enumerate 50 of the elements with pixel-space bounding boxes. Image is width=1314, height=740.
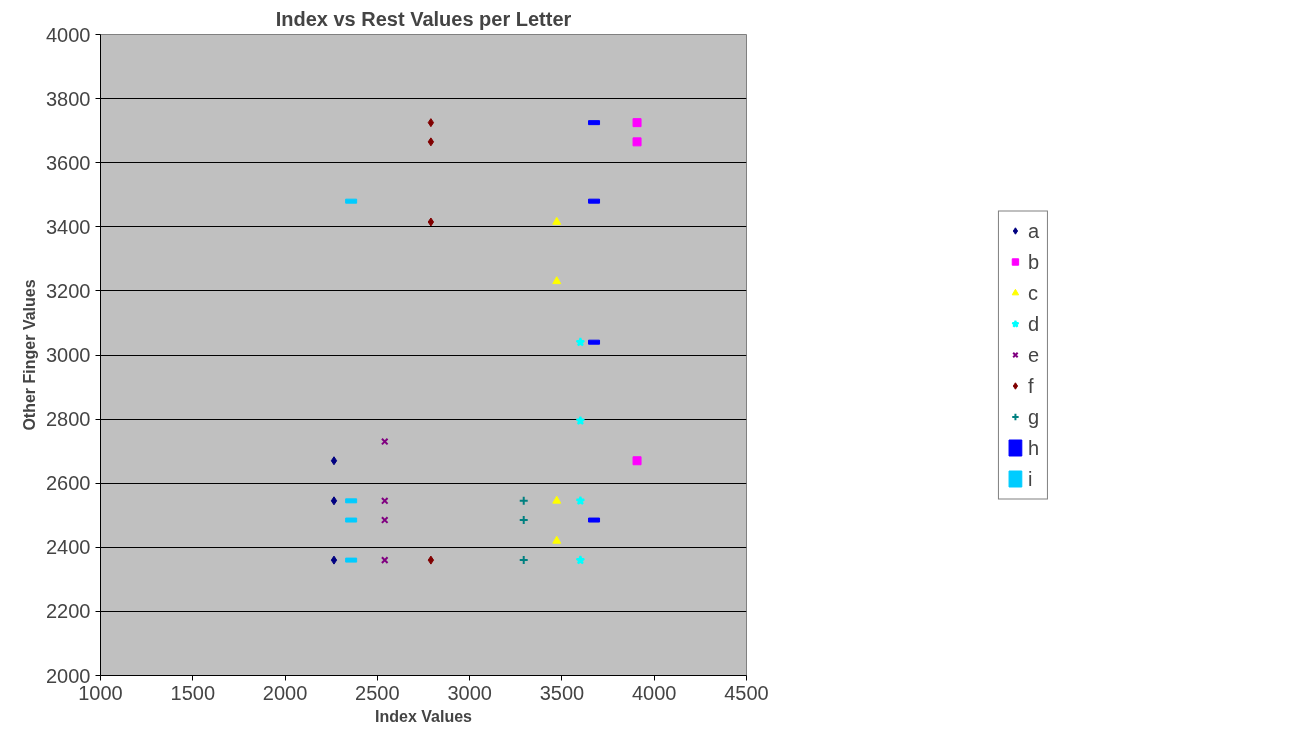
x-tick-label: 4500 xyxy=(724,681,769,704)
x-axis-title: Index Values xyxy=(375,707,473,725)
legend-label: g xyxy=(1027,405,1040,428)
legend-label: f xyxy=(1027,374,1035,397)
legend-label: d xyxy=(1027,312,1040,335)
y-tick-label: 3600 xyxy=(46,151,91,174)
y-tick-label: 3200 xyxy=(46,279,91,302)
point xyxy=(552,535,562,544)
chart-title: Index vs Rest Values per Letter xyxy=(275,7,572,30)
legend-label: i xyxy=(1027,467,1034,490)
point xyxy=(552,276,562,285)
y-tick-label: 2400 xyxy=(46,536,91,559)
point xyxy=(575,555,586,565)
x-tick-label: 2000 xyxy=(262,681,308,704)
point xyxy=(330,456,338,466)
legend-label: e xyxy=(1027,343,1040,366)
point xyxy=(632,456,642,466)
point xyxy=(552,216,562,225)
legend-label: a xyxy=(1027,219,1040,242)
y-axis-title: Other Finger Values xyxy=(21,279,39,431)
y-tick-label: 2200 xyxy=(46,600,91,623)
y-tick-label: 3000 xyxy=(46,344,91,366)
point xyxy=(552,495,562,504)
y-tick-label: 3800 xyxy=(46,87,91,110)
point xyxy=(427,137,435,147)
x-tick-label: 2500 xyxy=(355,681,400,704)
legend-label: h xyxy=(1027,436,1040,459)
point xyxy=(575,415,586,425)
x-tick-label: 4000 xyxy=(631,681,677,704)
point xyxy=(575,337,586,347)
point xyxy=(427,118,435,128)
y-tick-label: 4000 xyxy=(46,23,91,46)
point xyxy=(427,217,435,227)
point xyxy=(380,437,389,446)
point xyxy=(380,556,389,564)
y-tick-label: 3400 xyxy=(46,215,91,238)
x-tick-label: 3000 xyxy=(447,681,492,704)
point xyxy=(575,495,586,506)
legend-label: c xyxy=(1027,281,1038,304)
y-tick-label: 2800 xyxy=(46,408,91,431)
point xyxy=(632,118,642,128)
point xyxy=(330,555,338,565)
x-tick-label: 3500 xyxy=(539,681,585,704)
point xyxy=(632,137,642,147)
point xyxy=(427,555,435,565)
point xyxy=(330,496,338,506)
y-tick-label: 2000 xyxy=(46,664,91,687)
x-tick-label: 1500 xyxy=(170,681,216,704)
legend-label: b xyxy=(1027,250,1040,273)
y-tick-label: 2600 xyxy=(46,472,91,495)
